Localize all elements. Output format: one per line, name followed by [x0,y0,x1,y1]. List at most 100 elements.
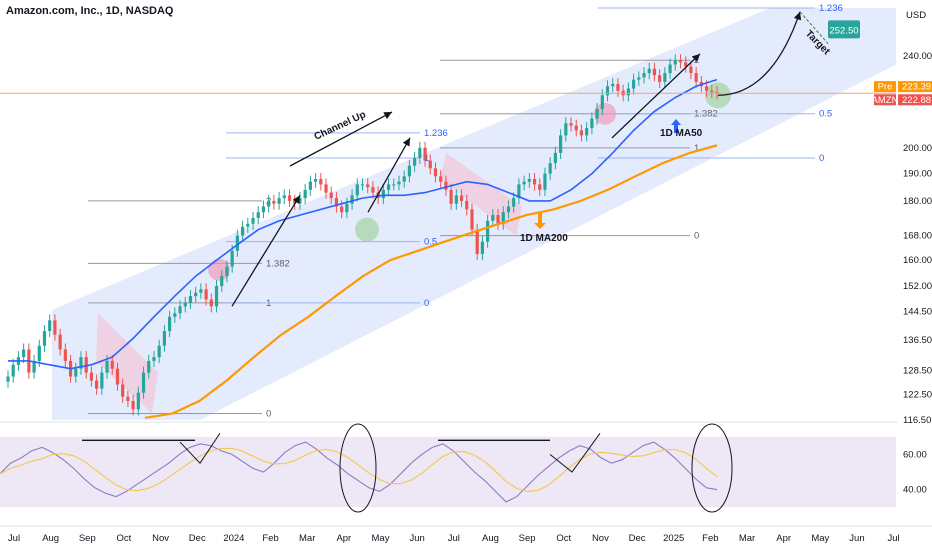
candle-body [230,250,234,267]
price-badge-value: 222.88 [902,95,931,106]
candle-body [704,86,709,91]
rsi-circle [691,423,733,513]
price-badge-value-bg [898,94,932,106]
price-badge: Pre 223.39 [874,81,932,93]
candle-body [611,84,615,87]
candle [58,328,62,356]
candle [214,280,219,313]
candle-body [366,184,370,188]
candle [605,80,610,102]
candle [324,178,328,199]
candle-body [579,130,584,136]
candle [22,343,26,364]
candle-body [261,206,266,213]
candle-body [491,215,495,221]
time-tick-label: Oct [556,533,571,544]
candle-body [225,266,229,277]
trend-arrow [289,111,393,167]
candle [418,141,422,165]
target-connector [799,11,829,44]
candle [261,200,266,219]
time-tick-label: Nov [592,533,609,544]
price-tick-label: 136.50 [903,335,932,346]
candle [272,194,276,210]
candle [454,189,458,210]
price-tick-label: 190.00 [903,169,932,180]
candle [710,84,714,99]
price-badge-value-bg [898,81,932,93]
candle [506,200,511,219]
candle [397,175,401,191]
ma200-arrow-icon [534,212,546,229]
candle-body [188,296,193,303]
candle [381,183,385,205]
candle-body [392,184,396,186]
price-tick-label: 168.00 [903,231,932,242]
candle [413,151,417,172]
candle [303,183,307,205]
rsi-tick-label: 60.00 [903,449,927,460]
candle-body [616,84,620,91]
time-tick-label: Feb [262,533,278,544]
candle [569,117,573,132]
candle-body [308,181,312,190]
time-tick-label: Apr [776,533,791,544]
fib-level-label: 0 [819,153,824,164]
candle [522,175,526,191]
candle [475,223,479,261]
candle [684,56,688,73]
candle-body [319,178,323,185]
candle [444,175,448,196]
candle [355,178,359,202]
candle [392,178,396,191]
candle [350,189,354,210]
fib-level-label: 0.5 [424,237,437,248]
candle-body [600,95,604,110]
candle-body [183,302,187,307]
candle-body [642,73,646,78]
candle [470,203,474,236]
candle-body [548,163,552,174]
candle [678,54,683,69]
candle [486,214,490,248]
candle-body [673,60,677,65]
candle-body [501,212,505,224]
fib-level-label: 0 [424,298,429,309]
candle [152,351,156,368]
candle [459,189,464,207]
candle [611,78,615,93]
candle [115,362,120,391]
candle [74,362,78,383]
candle-body [74,368,78,377]
candle-body [277,198,281,204]
candle [251,211,255,230]
candle-body [626,88,630,96]
target-badge-value: 252.50 [829,25,858,36]
candle [63,343,67,368]
candle-body [89,372,94,381]
candle-body [433,168,438,177]
candle [673,54,677,71]
fib-level-label: 1.236 [424,128,448,139]
candle [313,172,318,188]
candle-body [84,357,88,373]
candle-body [538,184,542,190]
candle [366,178,370,194]
fib-level-label: 0 [694,231,699,242]
time-tick-label: Dec [189,533,206,544]
candle-body [574,125,578,131]
candle-body [53,320,57,335]
candle [585,122,589,142]
candle [256,206,260,225]
candle-body [418,147,422,158]
time-tick-label: Dec [629,533,646,544]
candle-body [173,313,177,317]
price-tick-label: 152.00 [903,281,932,292]
candle [267,194,271,213]
price-badge-value: 223.39 [902,82,931,93]
candle [449,183,453,210]
candle [433,162,438,183]
projection-curve [717,11,802,96]
trend-arrow [611,53,701,139]
